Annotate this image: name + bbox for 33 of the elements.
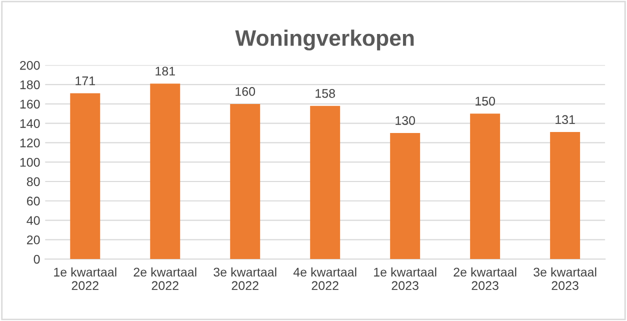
bar — [150, 84, 180, 260]
bar — [310, 106, 340, 260]
data-label: 150 — [476, 96, 496, 106]
bar — [550, 132, 580, 260]
bar — [230, 104, 260, 260]
y-tick-label: 120 — [20, 138, 40, 148]
y-tick-label: 160 — [20, 100, 40, 109]
x-tick-label: 2e kwartaal 2023 — [454, 267, 516, 290]
y-tick-label: 140 — [20, 119, 40, 128]
data-label: 131 — [556, 115, 575, 124]
y-tick-label: 60 — [27, 196, 40, 206]
x-tick-label: 1e kwartaal 2023 — [374, 267, 436, 290]
data-label: 130 — [396, 116, 416, 125]
x-tick-label: 3e kwartaal 2022 — [214, 267, 276, 290]
x-tick-label: 1e kwartaal 2022 — [54, 267, 116, 290]
data-label: 171 — [76, 76, 95, 86]
data-label: 158 — [316, 89, 335, 98]
y-tick-label: 40 — [26, 216, 40, 225]
data-label: 160 — [236, 87, 256, 96]
y-tick-label: 100 — [20, 158, 40, 167]
y-tick-label: 180 — [20, 80, 40, 90]
bar — [70, 93, 100, 260]
bar — [390, 133, 420, 260]
y-tick-label: 20 — [27, 235, 40, 244]
data-label: 181 — [156, 66, 175, 76]
bar — [470, 114, 500, 260]
x-tick-label: 2e kwartaal 2022 — [134, 267, 196, 290]
y-tick-label: 80 — [26, 177, 40, 186]
x-tick-label: 4e kwartaal 2022 — [293, 267, 356, 290]
chart-title: Woningverkopen — [235, 30, 414, 50]
x-tick-label: 3e kwartaal 2023 — [534, 267, 596, 290]
y-tick-label: 0 — [34, 254, 40, 264]
y-tick-label: 200 — [20, 60, 40, 70]
